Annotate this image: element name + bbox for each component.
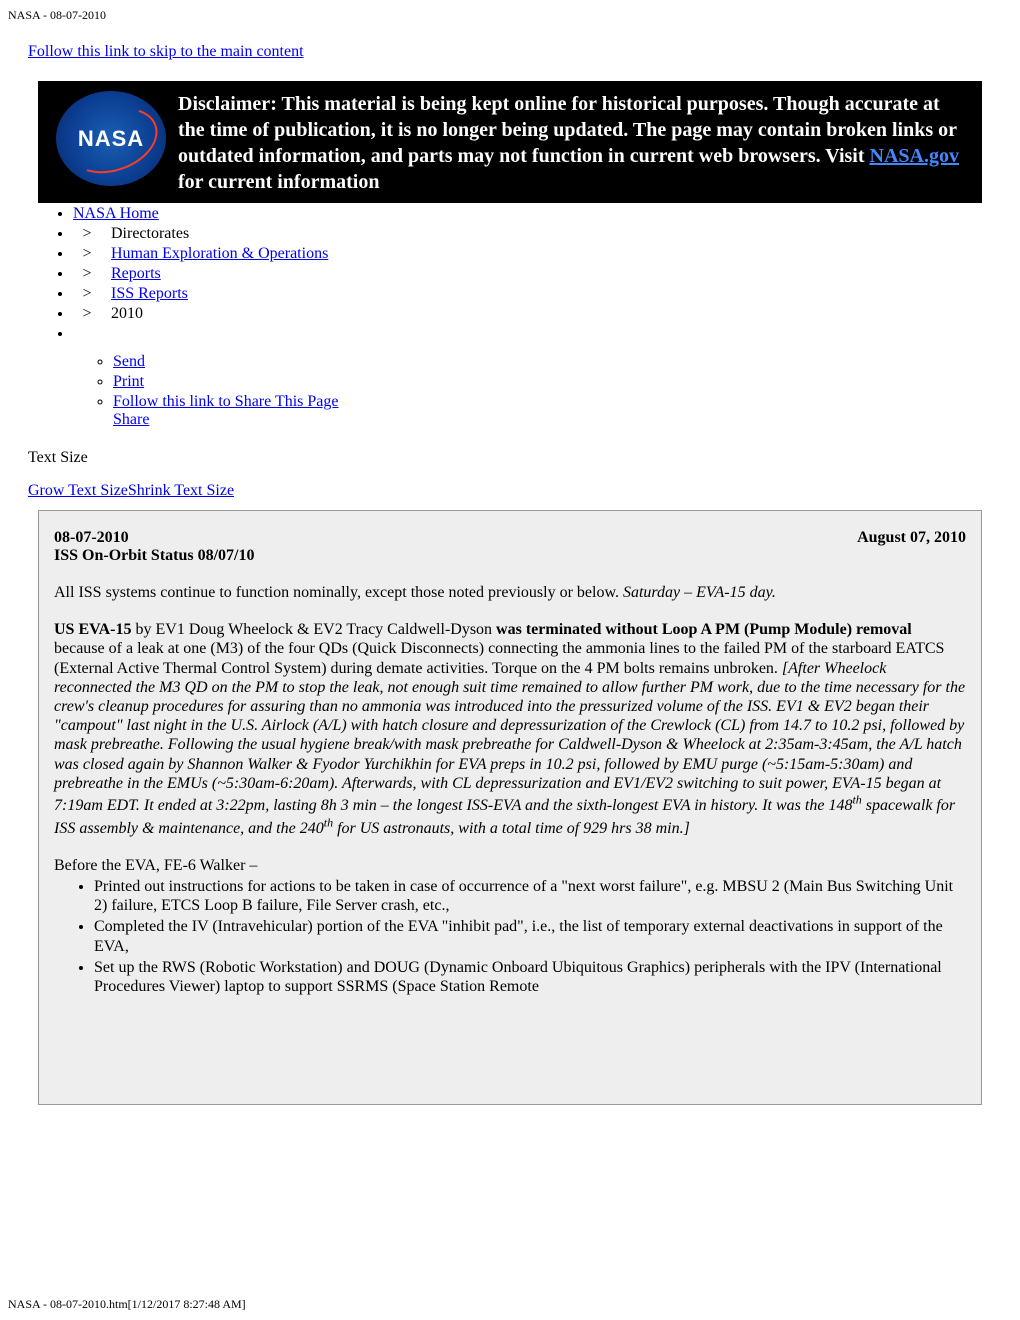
directorates-label: Directorates bbox=[111, 225, 189, 242]
p2-italic: [After Wheelock reconnected the M3 QD on… bbox=[54, 660, 965, 837]
sub-item-print: Print bbox=[113, 373, 1012, 391]
paragraph-2: US EVA-15 by EV1 Doug Wheelock & EV2 Tra… bbox=[54, 620, 966, 838]
shrink-text-link[interactable]: Shrink Text Size bbox=[128, 482, 234, 499]
disclaimer-after: for current information bbox=[178, 171, 379, 193]
share-follow-link[interactable]: Follow this link to Share This Page bbox=[113, 393, 338, 410]
sub-item-share: Follow this link to Share This PageShare bbox=[113, 393, 1012, 429]
nav-item-heo: > Human Exploration & Operations bbox=[73, 245, 1012, 263]
bullet-list: Printed out instructions for actions to … bbox=[54, 877, 966, 996]
text-size-controls: Grow Text SizeShrink Text Size bbox=[28, 482, 1012, 500]
breadcrumb-nav: NASA Home > Directorates > Human Explorati… bbox=[48, 205, 1012, 343]
p2-i3: for US astronauts, with a total time of … bbox=[333, 820, 690, 837]
content-title: ISS On-Orbit Status 08/07/10 bbox=[54, 547, 966, 565]
nasa-gov-link[interactable]: NASA.gov bbox=[870, 145, 959, 167]
paragraph-1: All ISS systems continue to function nom… bbox=[54, 583, 966, 602]
p2-bold1: US EVA-15 bbox=[54, 621, 132, 638]
nav-item-reports: > Reports bbox=[73, 265, 1012, 283]
nasa-logo-icon bbox=[56, 91, 166, 186]
list-item: Printed out instructions for actions to … bbox=[94, 877, 966, 915]
p2-bold2: was terminated without Loop A PM (Pump M… bbox=[496, 621, 912, 638]
p2-t1: by EV1 Doug Wheelock & EV2 Tracy Caldwel… bbox=[132, 621, 497, 638]
text-size-label: Text Size bbox=[28, 449, 1012, 467]
chevron-icon: > bbox=[73, 285, 101, 303]
nasa-home-link[interactable]: NASA Home bbox=[73, 205, 159, 222]
list-item: Set up the RWS (Robotic Workstation) and… bbox=[94, 958, 966, 996]
list-item: Completed the IV (Intravehicular) portio… bbox=[94, 917, 966, 955]
share-link[interactable]: Share bbox=[113, 411, 149, 428]
sup-th2: th bbox=[324, 815, 333, 829]
skip-link[interactable]: Follow this link to skip to the main con… bbox=[28, 43, 1012, 61]
date-long: August 07, 2010 bbox=[857, 529, 966, 547]
chevron-icon: > bbox=[73, 245, 101, 263]
heo-link[interactable]: Human Exploration & Operations bbox=[111, 245, 328, 262]
nav-item-directorates: > Directorates bbox=[73, 225, 1012, 243]
iss-reports-link[interactable]: ISS Reports bbox=[111, 285, 188, 302]
disclaimer-text: Disclaimer: This material is being kept … bbox=[178, 91, 964, 195]
p2-i1: [After Wheelock reconnected the M3 QD on… bbox=[54, 660, 965, 815]
reports-link[interactable]: Reports bbox=[111, 265, 161, 282]
chevron-icon: > bbox=[73, 305, 101, 323]
nav-item-iss-reports: > ISS Reports bbox=[73, 285, 1012, 303]
chevron-icon: > bbox=[73, 265, 101, 283]
p1-text: All ISS systems continue to function nom… bbox=[54, 584, 623, 601]
year-label: 2010 bbox=[111, 305, 143, 322]
sup-th1: th bbox=[852, 793, 861, 807]
print-link[interactable]: Print bbox=[113, 373, 144, 390]
date-short: 08-07-2010 bbox=[54, 529, 129, 547]
disclaimer-box: Disclaimer: This material is being kept … bbox=[38, 81, 982, 203]
nav-item-empty bbox=[73, 325, 1012, 343]
grow-text-link[interactable]: Grow Text Size bbox=[28, 482, 128, 499]
footer-path: NASA - 08-07-2010.htm[1/12/2017 8:27:48 … bbox=[8, 1297, 246, 1312]
page-actions: Send Print Follow this link to Share Thi… bbox=[88, 353, 1012, 429]
content-box: 08-07-2010 August 07, 2010 ISS On-Orbit … bbox=[38, 510, 982, 1105]
disclaimer-before: Disclaimer: This material is being kept … bbox=[178, 93, 957, 167]
p1-italic: Saturday – EVA-15 day. bbox=[623, 584, 776, 601]
nav-item-home: NASA Home bbox=[73, 205, 1012, 223]
sub-item-send: Send bbox=[113, 353, 1012, 371]
send-link[interactable]: Send bbox=[113, 353, 145, 370]
content-header: 08-07-2010 August 07, 2010 bbox=[54, 529, 966, 547]
chevron-icon: > bbox=[73, 225, 101, 243]
nav-item-year: >2010 bbox=[73, 305, 1012, 323]
header-label: NASA - 08-07-2010 bbox=[8, 8, 1012, 23]
paragraph-3: Before the EVA, FE-6 Walker – bbox=[54, 856, 966, 875]
